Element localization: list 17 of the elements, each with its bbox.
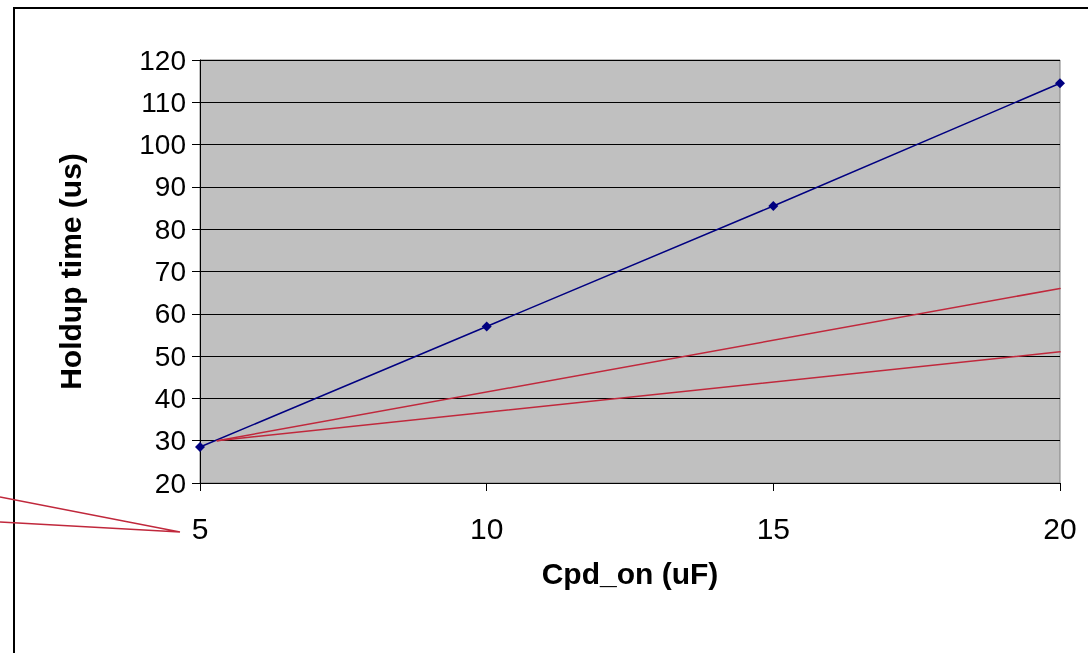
y-tick-label: 120	[139, 44, 186, 76]
x-tick-label: 15	[756, 511, 791, 545]
x-tick-label: 20	[1043, 511, 1077, 545]
y-tick-label: 100	[139, 129, 186, 161]
y-tick-label: 40	[154, 382, 186, 414]
y-tick-label: 50	[154, 340, 186, 372]
y-tick-label: 70	[154, 256, 186, 287]
y-tick-label: 110	[141, 86, 186, 118]
x-tick-label: 5	[191, 511, 209, 545]
x-tick-label: 10	[469, 511, 504, 545]
y-tick-label: 80	[154, 213, 186, 245]
y-tick-label: 30	[154, 425, 186, 457]
y-tick-label: 90	[154, 171, 186, 203]
y-tick-label: 60	[154, 298, 186, 330]
y-axis-title: Holdup time (us)	[53, 153, 87, 390]
y-tick-label: 20	[154, 467, 186, 499]
x-axis-title: Cpd_on (uF)	[541, 556, 719, 590]
